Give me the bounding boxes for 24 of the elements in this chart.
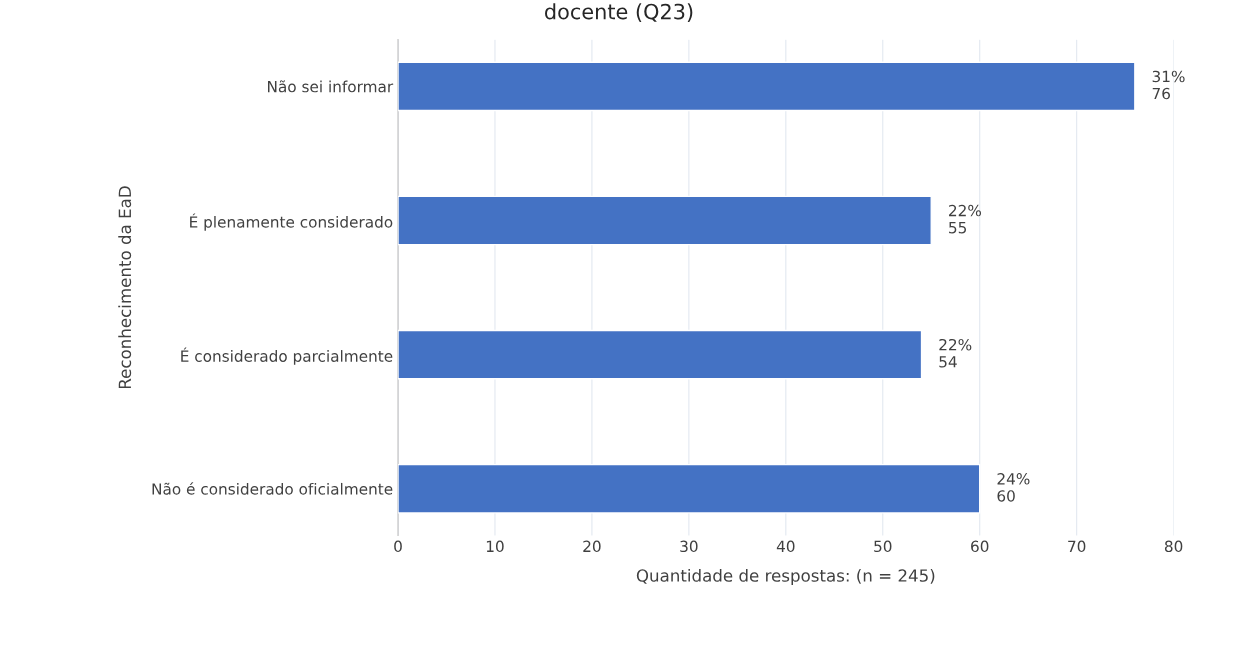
x-tick-label: 60 — [971, 540, 989, 553]
bar — [398, 61, 1136, 112]
chart-title: docente (Q23) — [545, 3, 693, 22]
x-axis-title: Quantidade de respostas: (n = 245) — [636, 568, 935, 586]
x-tick-label: 20 — [583, 540, 601, 553]
data-label: 22% 54 — [939, 338, 972, 368]
x-tick-label: 50 — [874, 540, 892, 553]
x-tick-label: 80 — [1164, 540, 1183, 553]
y-axis-title: Reconhecimento da EaD — [118, 186, 132, 389]
x-tick-label: 0 — [394, 540, 402, 553]
y-tick-label: Não é considerado oficialmente — [152, 482, 393, 495]
y-tick-label: É plenamente considerado — [190, 213, 393, 231]
bar — [398, 195, 932, 246]
bar — [398, 463, 981, 514]
x-tick-label: 30 — [680, 540, 698, 553]
x-tick-label: 10 — [486, 540, 504, 553]
data-label: 24% 60 — [997, 473, 1030, 502]
bar — [398, 329, 923, 380]
y-tick-label: Não sei informar — [268, 80, 394, 93]
y-tick-label: É considerado parcialmente — [181, 347, 393, 365]
x-tick-label: 40 — [776, 540, 795, 553]
x-tick-label: 70 — [1068, 540, 1086, 553]
data-label: 22% 55 — [949, 204, 982, 234]
data-label: 31% 76 — [1152, 70, 1185, 100]
